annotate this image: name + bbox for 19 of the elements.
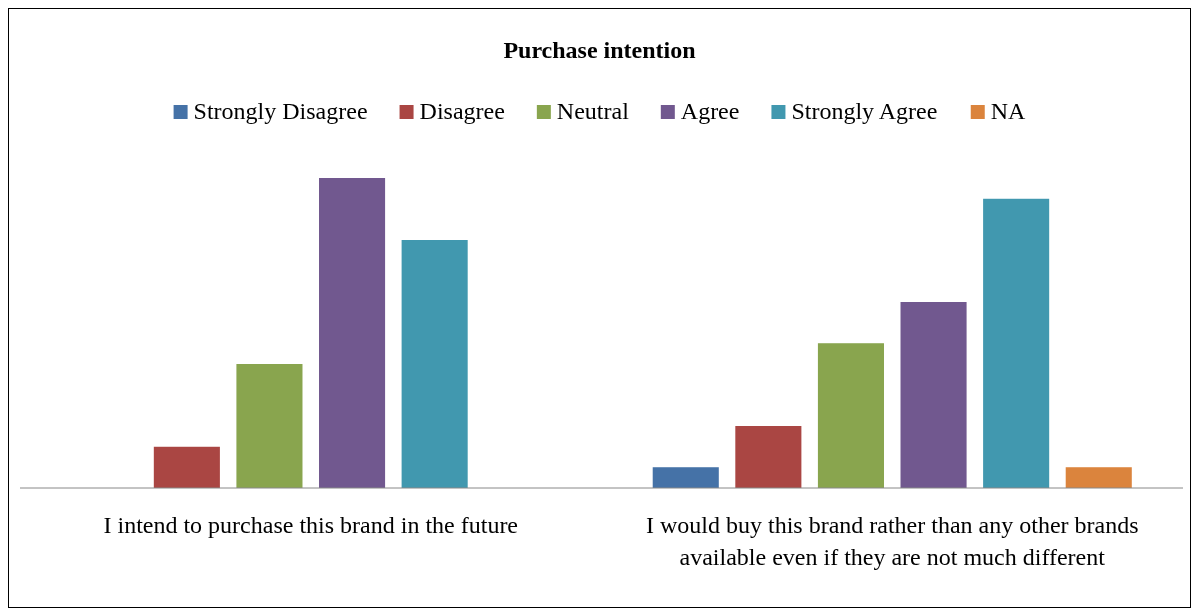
legend-label: Strongly Disagree <box>193 98 368 124</box>
legend-label: Strongly Agree <box>791 98 938 124</box>
legend-label: Disagree <box>419 98 505 124</box>
chart-title: Purchase intention <box>503 37 696 63</box>
x-tick-label: I would buy this brand rather than any other brands available even if they are not much different <box>645 512 1139 570</box>
bar <box>1065 467 1132 488</box>
bar <box>319 178 386 488</box>
bar <box>401 240 468 488</box>
bar <box>153 446 220 488</box>
bar <box>983 198 1050 488</box>
legend-label: NA <box>990 98 1027 124</box>
bar <box>652 467 719 488</box>
bar <box>817 343 884 488</box>
bar <box>735 426 802 488</box>
legend-label: Agree <box>680 98 740 124</box>
bar <box>236 364 303 488</box>
x-tick-label: I intend to purchase this brand in the future <box>103 512 519 538</box>
bar <box>900 302 967 488</box>
legend-label: Neutral <box>556 98 630 124</box>
